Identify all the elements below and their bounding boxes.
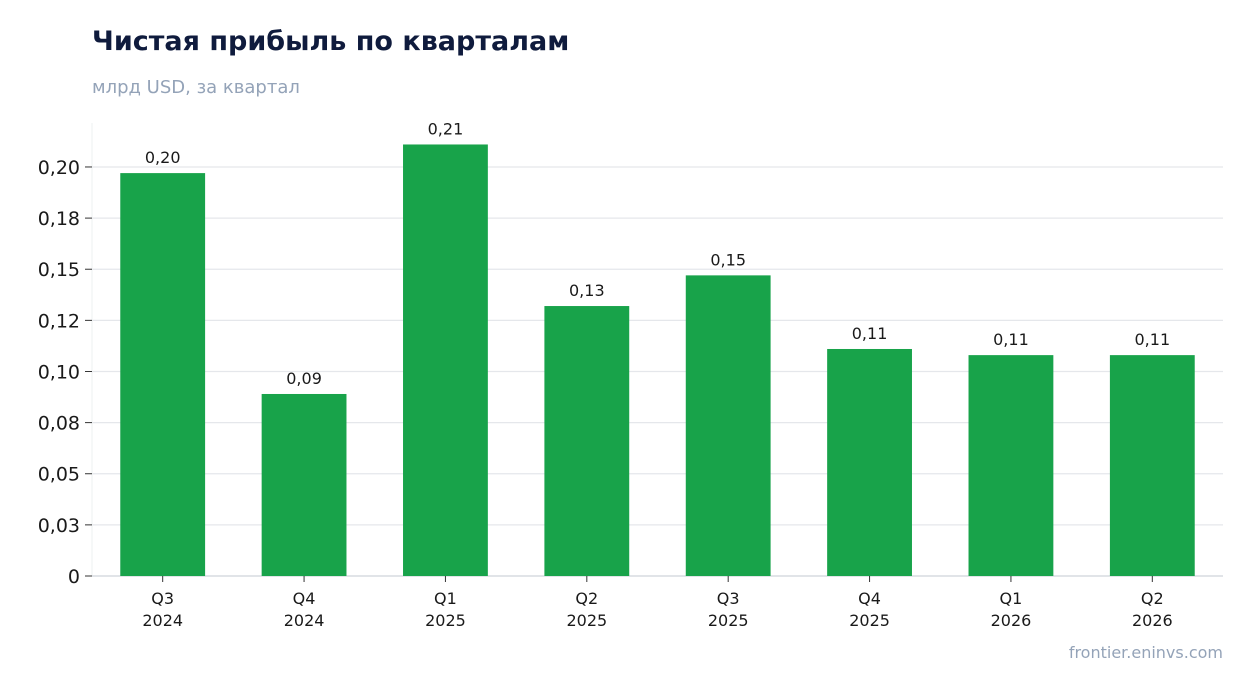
bar — [1109, 355, 1195, 576]
x-tick-label-quarter: Q1 — [1000, 589, 1023, 608]
y-tick-label: 0,05 — [38, 464, 80, 486]
chart-title: Чистая прибыль по кварталам — [92, 26, 570, 57]
x-tick-label-year: 2025 — [425, 611, 466, 630]
bars — [120, 144, 1195, 577]
data-label: 0,11 — [1135, 330, 1171, 349]
chart-subtitle: млрд USD, за квартал — [92, 77, 300, 98]
bar — [403, 144, 488, 576]
bar — [261, 393, 347, 576]
x-tick-label-quarter: Q2 — [1141, 589, 1164, 608]
x-tick-label-year: 2025 — [708, 611, 749, 630]
bar — [544, 306, 630, 576]
y-tick-label: 0,18 — [38, 208, 80, 230]
bar — [968, 355, 1054, 576]
data-label: 0,11 — [993, 330, 1029, 349]
x-tick-label-quarter: Q1 — [434, 589, 457, 608]
y-tick-label: 0,10 — [38, 361, 80, 383]
source-link[interactable]: frontier.eninvs.com — [1068, 643, 1223, 662]
data-label: 0,13 — [569, 281, 605, 300]
y-tick-label: 0,20 — [38, 157, 80, 179]
bar — [827, 348, 912, 576]
y-tick-label: 0,15 — [38, 259, 80, 281]
x-tick-label-quarter: Q4 — [293, 589, 316, 608]
x-tick-label-quarter: Q4 — [858, 589, 881, 608]
x-tick-label-quarter: Q3 — [151, 589, 174, 608]
x-tick-label-year: 2025 — [566, 611, 607, 630]
x-tick-label-year: 2026 — [991, 611, 1032, 630]
data-label: 0,21 — [428, 119, 464, 138]
data-label: 0,09 — [286, 369, 322, 388]
y-tick-label: 0,12 — [38, 310, 80, 332]
y-axis: 0 0,03 0,05 0,08 0,10 0,12 0,15 0,18 0,20 — [38, 157, 92, 588]
data-labels: 0,20 0,09 0,21 0,13 0,15 0,11 0,11 0,11 — [145, 119, 1170, 388]
bar — [685, 275, 771, 576]
x-axis: Q3 2024 Q4 2024 Q1 2025 Q2 2025 Q3 2025 Q4 2025 Q1 20… — [142, 576, 1173, 630]
x-tick-label-year: 2025 — [849, 611, 890, 630]
y-tick-label: 0,08 — [38, 413, 80, 435]
y-tick-label: 0,03 — [38, 515, 80, 537]
bar — [120, 173, 206, 577]
data-label: 0,11 — [852, 324, 888, 343]
y-tick-label: 0 — [68, 566, 80, 588]
x-tick-label-quarter: Q3 — [717, 589, 740, 608]
x-tick-label-year: 2024 — [142, 611, 183, 630]
data-label: 0,20 — [145, 148, 181, 167]
data-label: 0,15 — [710, 250, 746, 269]
x-tick-label-year: 2024 — [284, 611, 325, 630]
x-tick-label-quarter: Q2 — [575, 589, 598, 608]
x-tick-label-year: 2026 — [1132, 611, 1173, 630]
